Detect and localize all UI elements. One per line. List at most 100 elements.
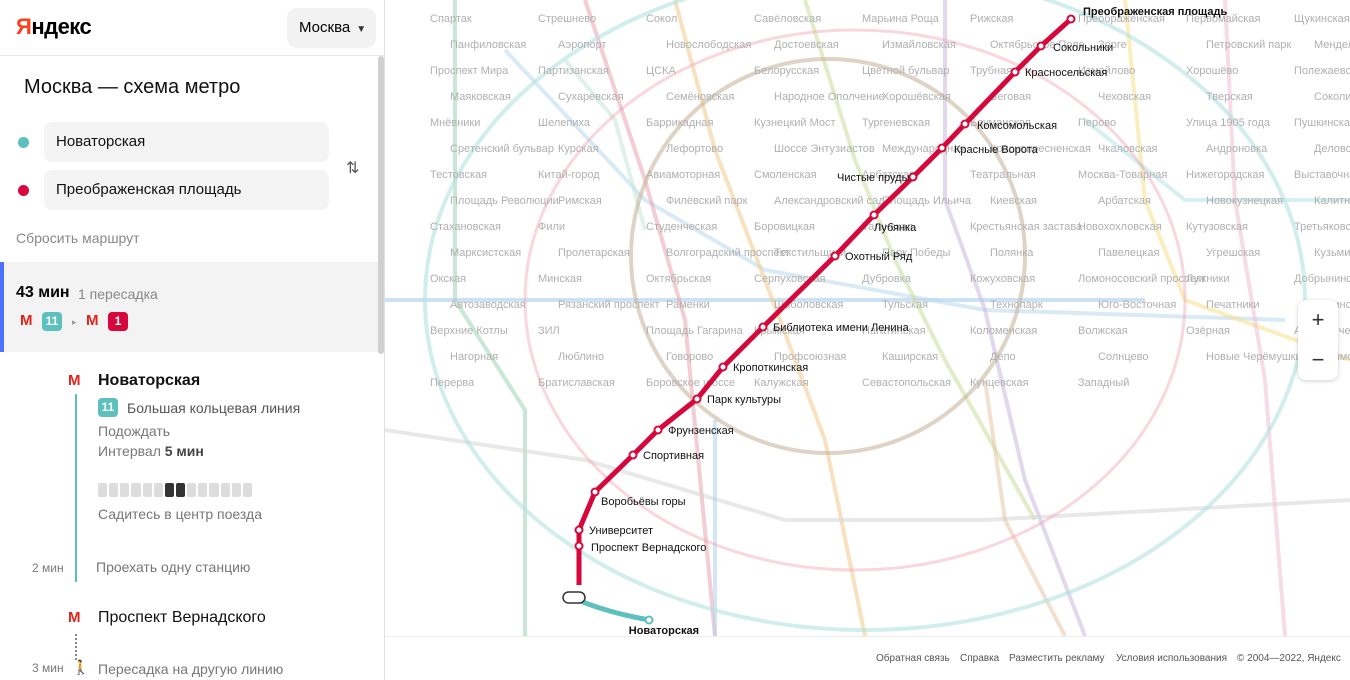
- background-metro-line: [1083, 118, 1350, 202]
- background-station-label: Нагорная: [450, 351, 498, 363]
- background-station-label: Кузнецкий Мост: [754, 117, 836, 129]
- reset-route-link[interactable]: Сбросить маршрут: [16, 230, 140, 246]
- route-station-marker: [937, 143, 947, 153]
- train-car: [209, 483, 219, 497]
- route-station-label: Библиотека имени Ленина: [773, 322, 910, 334]
- background-metro-line: [583, 0, 717, 636]
- metro-logo-icon: М: [68, 609, 81, 626]
- route-card[interactable]: 43 мин 1 пересадка М 11 ▸ М 1: [0, 262, 380, 352]
- background-station-label: Выставочная: [1294, 169, 1350, 181]
- zoom-out-button[interactable]: −: [1311, 347, 1325, 372]
- background-station-label: Солнцево: [1098, 351, 1148, 363]
- background-station-label: Лужники: [1186, 273, 1230, 285]
- background-station-label: Измайловская: [882, 39, 956, 51]
- background-station-label: Шелепиха: [538, 117, 591, 129]
- footer-link-terms[interactable]: Условия использования: [1116, 653, 1227, 664]
- background-station-label: Пролетарская: [558, 247, 630, 259]
- background-station-label: Сокол: [646, 13, 677, 25]
- train-car: [242, 483, 252, 497]
- background-station-label: Стахановская: [430, 221, 501, 233]
- background-station-label: Новые Черёмушки: [1206, 351, 1302, 363]
- train-car: [231, 483, 241, 497]
- background-station-label: Чкаловская: [1098, 143, 1158, 155]
- car-hint: Садитесь в центр поезда: [98, 506, 262, 522]
- from-station-field[interactable]: Новаторская: [44, 122, 329, 162]
- route-station-marker: [590, 487, 600, 497]
- route-station-label: Сокольники: [1053, 42, 1113, 54]
- background-station-label: Депо: [990, 351, 1016, 363]
- background-station-label: Площадь Революции: [450, 195, 559, 207]
- mck-line: [523, 28, 1187, 572]
- swap-icon[interactable]: ⇅: [346, 160, 360, 177]
- background-station-label: Коломенская: [970, 325, 1037, 337]
- to-station-field[interactable]: Преображенская площадь: [44, 170, 329, 210]
- background-station-label: Улица 1905 года: [1186, 117, 1271, 129]
- background-station-label: Народное Ополчение: [774, 91, 885, 103]
- background-station-label: Профсоюзная: [774, 351, 846, 363]
- background-station-label: Римская: [558, 195, 602, 207]
- step-transfer-text: Пересадка на другую линию: [98, 661, 284, 677]
- background-station-label: Калитники: [1314, 195, 1350, 207]
- city-label: Москва: [299, 19, 351, 36]
- background-metro-line: [385, 428, 1350, 522]
- background-station-label: Озёрная: [1186, 325, 1230, 337]
- background-station-label: Кунцевская: [970, 377, 1029, 389]
- background-station-label: Минская: [538, 273, 582, 285]
- from-dot-icon: [18, 137, 29, 148]
- map-footer: Обратная связь Справка Разместить реклам…: [385, 636, 1350, 680]
- zoom-in-button[interactable]: +: [1311, 307, 1325, 332]
- train-car: [198, 483, 208, 497]
- background-station-label: Таганская: [862, 221, 913, 233]
- route-station-marker: [1066, 14, 1076, 24]
- step-duration: 3 мин: [32, 661, 64, 675]
- background-metro-line: [673, 0, 867, 636]
- route-station-label: Новаторская: [629, 625, 699, 636]
- route-station-marker: [830, 251, 840, 261]
- line-badge-11: 11: [98, 398, 118, 417]
- train-car: [187, 483, 197, 497]
- train-car-recommended: [175, 483, 186, 497]
- background-station-label: Пушкинская: [1294, 117, 1350, 129]
- footer-link-ads[interactable]: Разместить рекламу: [1009, 653, 1105, 664]
- background-station-label: Курская: [558, 143, 599, 155]
- background-station-label: Ломоносовский проспект: [1078, 273, 1206, 285]
- metro-map[interactable]: Спартак Стрешнево Сокол Савёловская Марьина …: [385, 0, 1350, 636]
- background-station-label: Печатники: [1206, 299, 1259, 311]
- background-station-label: Соколиная Гора: [1314, 91, 1350, 103]
- walk-icon: 🚶: [72, 659, 90, 675]
- background-station-label: ЗИЛ: [538, 325, 560, 337]
- background-metro-line: [803, 0, 1037, 521]
- background-station-label: Баррикадная: [646, 117, 713, 129]
- route-line-segment: [75, 394, 77, 582]
- background-metro-line: [1223, 0, 1287, 636]
- yandex-logo[interactable]: Яндекс: [16, 14, 92, 40]
- background-station-label: Партизанская: [538, 65, 609, 77]
- route-station-label: Спортивная: [643, 450, 704, 462]
- background-station-label: Андроновка: [1206, 143, 1268, 155]
- background-station-label: Братиславская: [538, 377, 615, 389]
- background-station-label: Первомайская: [1186, 13, 1260, 25]
- background-station-label: Студенческая: [646, 221, 717, 233]
- city-selector[interactable]: Москва ▼: [287, 8, 376, 48]
- background-station-label: Достоевская: [774, 39, 839, 51]
- train-car: [131, 483, 141, 497]
- metro-logo-icon: М: [68, 372, 81, 389]
- background-station-label: Зорге: [1098, 39, 1127, 51]
- footer-link-feedback[interactable]: Обратная связь: [876, 653, 950, 664]
- route-station-label: Кропоткинская: [733, 362, 808, 374]
- background-station-label: Хорошёво: [1186, 65, 1238, 77]
- route-station-label: Преображенская площадь: [1083, 6, 1227, 18]
- metro-map-canvas[interactable]: Спартак Стрешнево Сокол Савёловская Марьина …: [385, 0, 1350, 636]
- to-dot-icon: [18, 185, 29, 196]
- background-station-label: Александровский сад: [774, 195, 885, 207]
- page-title: Москва — схема метро: [24, 76, 241, 98]
- background-station-label: Москва-Товарная: [1078, 169, 1167, 181]
- footer-link-help[interactable]: Справка: [960, 653, 1000, 664]
- background-station-label: Бауманская: [970, 117, 1031, 129]
- route-station-marker: [574, 541, 584, 551]
- train-car-recommended: [164, 483, 174, 497]
- sidebar-scrollbar[interactable]: [378, 56, 384, 354]
- background-station-label: Арбатская: [1098, 195, 1151, 207]
- background-station-label: Сретенский бульвар: [450, 143, 554, 155]
- route-transfers: 1 пересадка: [78, 286, 158, 302]
